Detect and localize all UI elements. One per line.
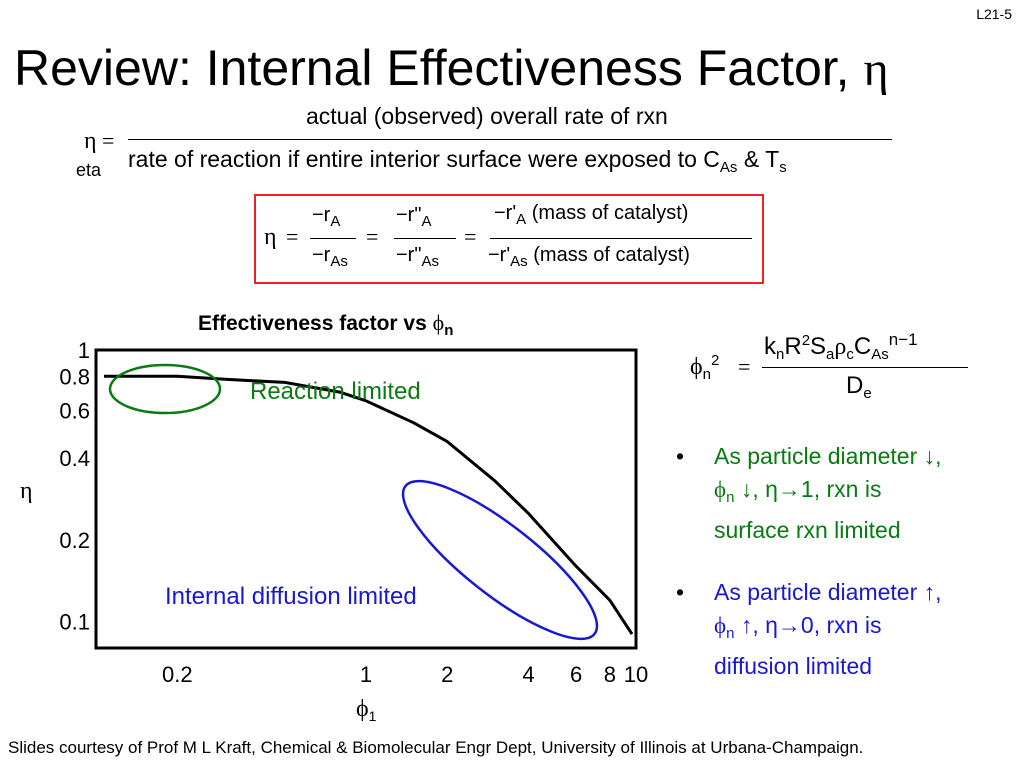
bullet-marker: • bbox=[676, 443, 685, 469]
phi-fraction-bar bbox=[762, 367, 968, 368]
page-title: Review: Internal Effectiveness Factor, η bbox=[14, 40, 889, 98]
def-denominator-sub: As bbox=[719, 159, 738, 176]
bullet-marker: • bbox=[676, 579, 685, 605]
chart-title: Effectiveness factor vs ϕn bbox=[198, 310, 454, 339]
reaction-limited-ellipse bbox=[108, 363, 222, 415]
x-tick-label: 1 bbox=[360, 662, 372, 687]
box-t3-bar bbox=[490, 238, 752, 239]
box-t2-bar bbox=[394, 238, 456, 239]
y-tick-label: 0.1 bbox=[59, 610, 90, 635]
effectiveness-chart: 10.80.60.40.20.1 0.2 1 2 4 6 8 10 η ϕ1 Reactio… bbox=[20, 338, 648, 724]
boxed-equation: η = −rA −rAs = −r"A −r"As = −r'A (mass o… bbox=[254, 194, 764, 284]
def-denominator-amp: & T bbox=[743, 146, 780, 172]
box-t3-den: −r'As (mass of catalyst) bbox=[488, 244, 690, 270]
box-t2-den: −r"As bbox=[396, 244, 439, 270]
x-tick-label: 10 bbox=[624, 662, 648, 687]
def-fraction-bar bbox=[128, 139, 892, 140]
y-axis-label: η bbox=[20, 478, 33, 504]
annotation-reaction-limited: Reaction limited bbox=[250, 378, 421, 405]
box-t1-den: −rAs bbox=[312, 244, 348, 270]
y-tick-label: 0.2 bbox=[59, 528, 90, 553]
eta-curve bbox=[104, 374, 634, 635]
box-t1-num: −rA bbox=[312, 204, 341, 230]
x-axis-label: ϕ1 bbox=[356, 696, 377, 724]
def-numerator: actual (observed) overall rate of rxn bbox=[306, 103, 668, 129]
def-eta-label: eta bbox=[76, 160, 102, 180]
phi-equals: = bbox=[738, 354, 751, 379]
bullet-large-diameter: • As particle diameter ↑, ϕn ↑, η→0, rxn… bbox=[676, 576, 1016, 683]
phi-lhs: ϕn2 bbox=[690, 352, 720, 383]
x-tick-label: 8 bbox=[604, 662, 616, 687]
y-tick-label: 0.4 bbox=[59, 446, 90, 471]
def-denominator-main: rate of reaction if entire interior surf… bbox=[128, 146, 720, 172]
box-t2-num: −r"A bbox=[396, 204, 432, 230]
x-tick-label: 2 bbox=[441, 662, 453, 687]
y-tick-label: 0.6 bbox=[59, 398, 90, 423]
box-t1-bar bbox=[310, 238, 356, 239]
plot-frame bbox=[94, 348, 638, 650]
title-eta-symbol: η bbox=[863, 43, 889, 96]
y-tick-label: 0.8 bbox=[59, 364, 90, 389]
chart-title-sub: n bbox=[444, 322, 454, 339]
y-tick-label: 1 bbox=[78, 338, 90, 363]
def-eta-symbol: η bbox=[84, 128, 97, 154]
slide-number: L21-5 bbox=[976, 6, 1012, 22]
x-tick-label: 0.2 bbox=[162, 662, 193, 687]
phi-numerator: knR2SaρcCAsn−1 bbox=[764, 330, 918, 363]
def-equals: = bbox=[102, 128, 115, 153]
thiele-modulus-equation: ϕn2 = knR2SaρcCAsn−1 De bbox=[690, 322, 980, 412]
box-equals-3: = bbox=[464, 224, 477, 249]
title-text: Review: Internal Effectiveness Factor, bbox=[14, 40, 850, 96]
bullet-small-diameter: • As particle diameter ↓, ϕn ↓, η→1, rxn… bbox=[676, 440, 1016, 547]
box-equals-1: = bbox=[286, 224, 299, 249]
x-tick-labels: 0.2 1 2 4 6 8 10 bbox=[162, 662, 648, 687]
box-eta: η bbox=[264, 224, 277, 250]
def-denominator: rate of reaction if entire interior surf… bbox=[128, 146, 787, 176]
chart-title-phi: ϕ bbox=[432, 310, 445, 335]
diffusion-limited-ellipse bbox=[401, 479, 599, 641]
def-denominator-sub2: s bbox=[779, 159, 787, 176]
box-t3-num: −r'A (mass of catalyst) bbox=[494, 202, 689, 228]
box-equals-2: = bbox=[366, 224, 379, 249]
phi-denominator: De bbox=[846, 372, 872, 402]
annotation-diffusion-limited: Internal diffusion limited bbox=[165, 583, 417, 610]
footer-credit: Slides courtesy of Prof M L Kraft, Chemi… bbox=[8, 738, 864, 757]
y-tick-labels: 10.8 0.6 0.4 0.2 0.1 bbox=[59, 338, 90, 635]
x-tick-label: 6 bbox=[570, 662, 582, 687]
x-tick-label: 4 bbox=[522, 662, 534, 687]
